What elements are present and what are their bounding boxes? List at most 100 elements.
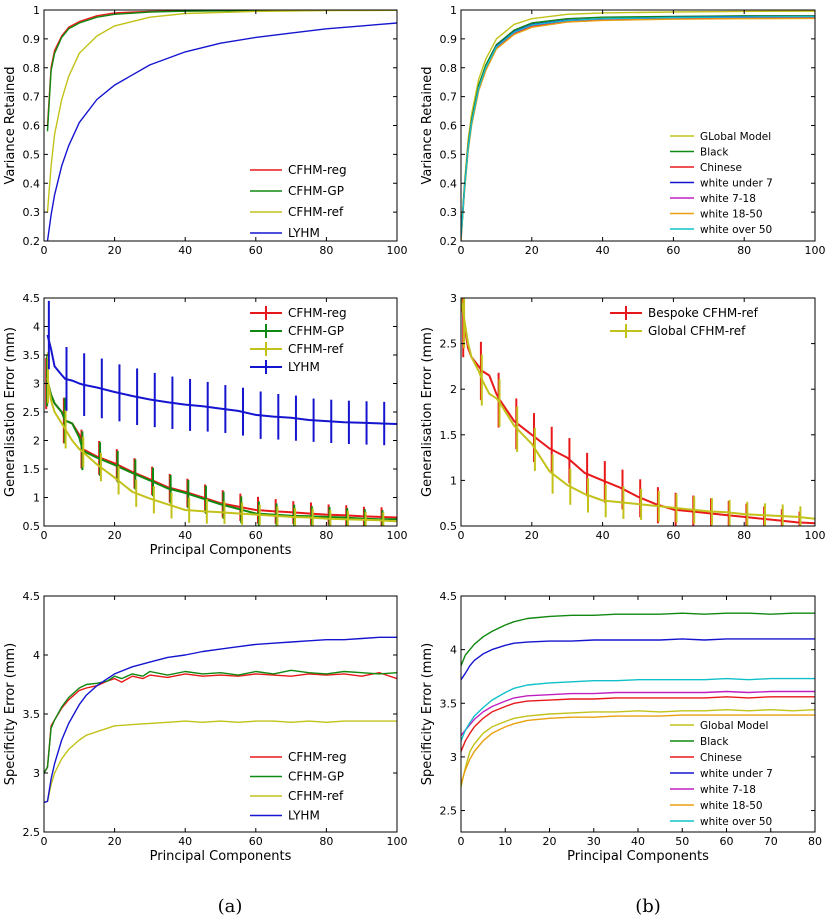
legend-label: CFHM-reg <box>288 163 347 177</box>
series-line-white-18-50 <box>461 714 815 784</box>
x-tick-label: 20 <box>525 529 539 542</box>
y-axis-label: Variance Retained <box>3 67 18 185</box>
y-tick-label: 1 <box>33 4 40 17</box>
x-tick-label: 100 <box>387 835 408 848</box>
caption-a: (a) <box>218 896 243 917</box>
x-tick-label: 20 <box>543 835 557 848</box>
y-tick-label: 0.6 <box>440 120 458 133</box>
chart-b2: 0 20 40 60 80 100 0.5 1 1.5 2 2.5 3 Generalisation E… <box>420 292 826 542</box>
legend-label: Global Model <box>700 720 768 732</box>
legend-label: white over 50 <box>700 816 772 828</box>
chart-a3: 0 20 40 60 80 100 2.5 3 3.5 4 4.5 Principal Compone… <box>3 590 408 864</box>
legend-b3: Global Model Black Chinese white under 7 whi… <box>670 720 773 828</box>
y-tick-label: 0.7 <box>440 91 458 104</box>
series-line-lyhm <box>46 22 397 241</box>
series-line-cfhm-gp <box>46 10 397 132</box>
y-tick-label: 4 <box>33 649 40 662</box>
series-line-global-model <box>461 10 815 236</box>
series-line-white-under-7 <box>461 15 815 239</box>
y-tick-label: 0.2 <box>23 235 41 248</box>
y-tick-label: 1.5 <box>440 429 458 442</box>
caption-b: (b) <box>635 896 661 917</box>
legend-label: CFHM-ref <box>288 789 344 803</box>
y-tick-label: 2 <box>33 435 40 448</box>
legend-a2: CFHM-reg CFHM-GP CFHM-ref LYHM <box>250 306 347 374</box>
y-tick-label: 4.5 <box>440 590 458 603</box>
y-tick-label: 3.5 <box>23 349 41 362</box>
series-line-cfhm-ref <box>46 10 397 213</box>
legend-label: Chinese <box>700 162 742 174</box>
legend-label: Chinese <box>700 752 742 764</box>
y-tick-label: 3 <box>33 767 40 780</box>
chart-b1: 0 20 40 60 80 100 0.2 0.3 0.4 0.5 0.6 0.7 0.8 0.9 1 Var… <box>420 4 826 257</box>
x-tick-label: 20 <box>525 244 539 257</box>
x-axis-label: Principal Components <box>150 543 292 558</box>
x-tick-label: 60 <box>249 835 263 848</box>
series-line-lyhm <box>44 636 397 804</box>
axes-frame <box>460 297 816 527</box>
legend-label: white 7-18 <box>700 193 756 205</box>
y-tick-label: 1.5 <box>23 463 41 476</box>
y-tick-label: 4.5 <box>23 292 41 305</box>
legend-label: CFHM-ref <box>288 342 344 356</box>
legend-a1: CFHM-reg CFHM-GP CFHM-ref LYHM <box>250 163 347 240</box>
x-axis-label: Principal Components <box>567 849 709 864</box>
series-line-chinese <box>461 696 815 752</box>
x-tick-label: 100 <box>805 244 826 257</box>
y-tick-label: 0.2 <box>440 235 458 248</box>
x-tick-label: 20 <box>108 529 122 542</box>
x-tick-label: 0 <box>41 244 48 257</box>
x-tick-label: 60 <box>249 529 263 542</box>
y-tick-label: 0.5 <box>440 520 458 533</box>
series-line-bespoke-cfhm-ref <box>461 298 815 525</box>
legend-b2: Bespoke CFHM-ref Global CFHM-ref <box>610 306 759 338</box>
x-tick-label: 40 <box>178 835 192 848</box>
y-tick-label: 0.7 <box>23 91 41 104</box>
chart-a1: 0 20 40 60 80 100 0.2 0.3 0.4 0.5 0.6 0.7 0.8 0.9 1 Var… <box>3 4 408 257</box>
legend-label: CFHM-reg <box>288 750 347 764</box>
x-tick-label: 50 <box>675 835 689 848</box>
y-axis-label: Specificity Error (mm) <box>420 643 435 785</box>
y-tick-label: 0.5 <box>23 148 41 161</box>
x-tick-label: 80 <box>319 835 333 848</box>
legend-label: CFHM-GP <box>288 324 344 338</box>
axes-frame <box>43 595 398 833</box>
axes-frame <box>43 9 398 242</box>
y-tick-label: 0.4 <box>440 177 458 190</box>
y-tick-label: 2.5 <box>440 338 458 351</box>
series-line-cfhm-ref <box>46 377 397 523</box>
y-tick-label: 0.5 <box>440 148 458 161</box>
y-axis-label: Generalisation Error (mm) <box>420 327 435 497</box>
y-tick-label: 0.9 <box>440 33 458 46</box>
y-axis-label: Specificity Error (mm) <box>3 643 18 785</box>
y-tick-label: 4 <box>33 321 40 334</box>
axes-frame <box>43 297 398 527</box>
y-tick-label: 2.5 <box>23 826 41 839</box>
y-tick-label: 3 <box>450 751 457 764</box>
series-line-global-model <box>461 709 815 788</box>
series-line-black <box>461 15 815 236</box>
y-tick-label: 0.3 <box>23 206 41 219</box>
series-line-cfhm-reg <box>44 672 397 774</box>
legend-label: Black <box>700 736 729 748</box>
x-tick-label: 0 <box>458 835 465 848</box>
legend-label: Black <box>700 147 729 159</box>
legend-label: white 18-50 <box>700 800 763 812</box>
chart-b3: 0 10 20 30 40 50 60 70 80 2.5 3 3.5 4 4.5 Principal Co… <box>420 590 822 864</box>
y-axis-label: Generalisation Error (mm) <box>3 327 18 497</box>
legend-b1: GLobal Model Black Chinese white under 7 whi… <box>670 131 773 236</box>
y-tick-label: 1 <box>450 474 457 487</box>
x-tick-label: 80 <box>319 244 333 257</box>
legend-label: GLobal Model <box>700 131 771 143</box>
x-tick-label: 10 <box>498 835 512 848</box>
legend-label: Global CFHM-ref <box>648 324 746 338</box>
legend-label: white 7-18 <box>700 784 756 796</box>
series-line-chinese <box>461 16 815 239</box>
x-tick-label: 80 <box>319 529 333 542</box>
axes-frame <box>460 9 816 242</box>
y-tick-label: 0.3 <box>440 206 458 219</box>
x-tick-label: 0 <box>41 529 48 542</box>
series-line-global-cfhm-ref <box>461 298 815 520</box>
y-tick-label: 4 <box>450 644 457 657</box>
